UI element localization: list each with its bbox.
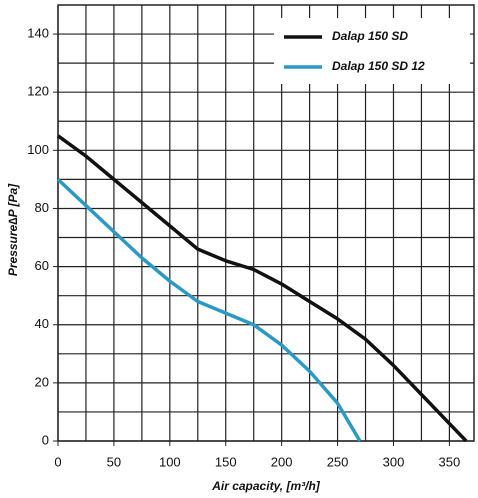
y-tick-label: 40 [35, 316, 49, 331]
legend-label: Dalap 150 SD [332, 29, 408, 43]
plot-frame [57, 4, 475, 442]
x-tick-label: 100 [159, 454, 181, 469]
y-tick-label: 60 [35, 258, 49, 273]
legend-label: Dalap 150 SD 12 [332, 59, 425, 73]
x-tick-label: 0 [54, 454, 61, 469]
x-tick-label: 250 [327, 454, 349, 469]
x-tick-label: 350 [439, 454, 461, 469]
y-tick-label: 120 [27, 84, 49, 99]
x-tick-label: 200 [271, 454, 293, 469]
x-tick-label: 300 [383, 454, 405, 469]
y-axis-label: Pressure∆P [Pa] [6, 183, 20, 276]
series-line [56, 178, 362, 442]
y-tick-label: 100 [27, 142, 49, 157]
x-tick-label: 50 [107, 454, 121, 469]
series-line [56, 134, 468, 443]
y-tick-label: 20 [35, 374, 49, 389]
legend-box [274, 18, 470, 84]
x-axis-label: Air capacity, [m³/h] [211, 479, 321, 493]
y-tick-label: 80 [35, 200, 49, 215]
y-tick-label: 140 [27, 26, 49, 41]
x-tick-label: 150 [215, 454, 237, 469]
y-tick-label: 0 [42, 432, 49, 447]
